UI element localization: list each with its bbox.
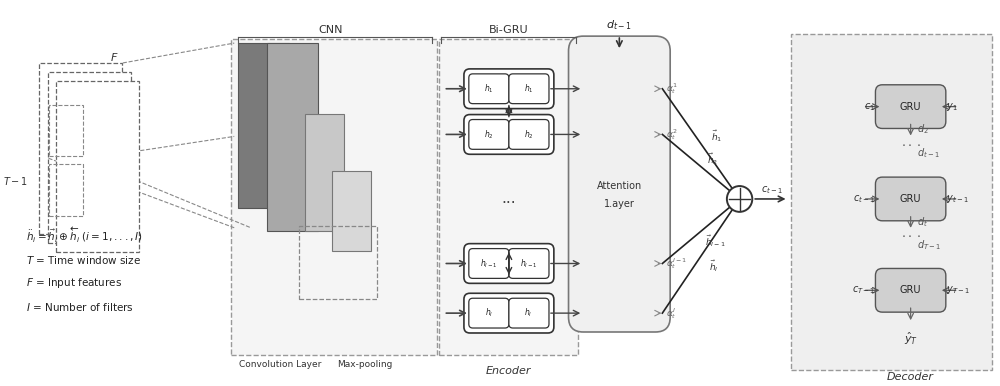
FancyBboxPatch shape bbox=[875, 177, 946, 221]
Text: $d_{t-1}$: $d_{t-1}$ bbox=[606, 18, 632, 32]
Text: $d_{T-1}$: $d_{T-1}$ bbox=[917, 238, 941, 252]
Text: $\vec{h}_1$: $\vec{h}_1$ bbox=[711, 128, 722, 144]
Bar bbox=[305, 113, 344, 231]
FancyBboxPatch shape bbox=[875, 85, 946, 129]
FancyBboxPatch shape bbox=[469, 249, 509, 278]
Text: $d_2$: $d_2$ bbox=[917, 123, 928, 136]
Text: $h_I$: $h_I$ bbox=[485, 307, 493, 319]
Text: $T-1$: $T-1$ bbox=[3, 175, 28, 187]
Text: $h_1$: $h_1$ bbox=[484, 83, 494, 95]
Text: 1.ayer: 1.ayer bbox=[604, 199, 635, 209]
Bar bbox=[39, 63, 122, 234]
Text: GRU: GRU bbox=[900, 285, 921, 295]
Text: Max-pooling: Max-pooling bbox=[338, 360, 393, 369]
FancyBboxPatch shape bbox=[469, 120, 509, 149]
FancyBboxPatch shape bbox=[469, 74, 509, 104]
Text: $h_{I-1}$: $h_{I-1}$ bbox=[520, 257, 537, 270]
FancyBboxPatch shape bbox=[509, 249, 549, 278]
Text: Attention: Attention bbox=[597, 181, 642, 191]
Text: Bi-GRU: Bi-GRU bbox=[489, 25, 529, 35]
Text: $\cdot\cdot\cdot$: $\cdot\cdot\cdot$ bbox=[901, 138, 921, 151]
Text: $\hat{y}_T$: $\hat{y}_T$ bbox=[904, 331, 918, 347]
Text: $h_{I-1}$: $h_{I-1}$ bbox=[480, 257, 498, 270]
Text: $\alpha_t^{I-1}$: $\alpha_t^{I-1}$ bbox=[666, 256, 688, 271]
Text: $\alpha_t^I$: $\alpha_t^I$ bbox=[666, 306, 677, 321]
Bar bbox=[49, 164, 83, 216]
Text: $h_2$: $h_2$ bbox=[484, 128, 494, 141]
Text: $\vec{h}_{I-1}$: $\vec{h}_{I-1}$ bbox=[705, 233, 726, 249]
Text: $c_{t-1}$: $c_{t-1}$ bbox=[761, 184, 783, 196]
Text: $h_2$: $h_2$ bbox=[524, 128, 533, 141]
FancyBboxPatch shape bbox=[464, 293, 554, 333]
FancyBboxPatch shape bbox=[464, 244, 554, 283]
Text: Encoder: Encoder bbox=[486, 366, 532, 376]
Bar bbox=[56, 81, 139, 252]
Bar bbox=[332, 171, 371, 251]
Text: $y_{T-1}$: $y_{T-1}$ bbox=[946, 284, 970, 296]
Text: GRU: GRU bbox=[900, 102, 921, 112]
Text: Convolution Layer: Convolution Layer bbox=[239, 360, 321, 369]
Text: $F$ = Input features: $F$ = Input features bbox=[26, 276, 122, 290]
FancyBboxPatch shape bbox=[464, 115, 554, 154]
Circle shape bbox=[727, 186, 752, 212]
Text: $\vec{h}_I$: $\vec{h}_I$ bbox=[709, 258, 718, 274]
Bar bbox=[267, 43, 318, 231]
Text: $I$ = Number of filters: $I$ = Number of filters bbox=[26, 301, 134, 313]
Text: $\cdot\cdot\cdot$: $\cdot\cdot\cdot$ bbox=[901, 229, 921, 242]
Bar bbox=[49, 105, 83, 156]
Text: $\ddot{h}_i = \vec{h}_i \oplus \overleftarrow{h}_i\ (i=1,...,I)$: $\ddot{h}_i = \vec{h}_i \oplus \overleft… bbox=[26, 226, 143, 245]
Text: $c_{t-1}$: $c_{t-1}$ bbox=[853, 193, 875, 205]
FancyBboxPatch shape bbox=[509, 74, 549, 104]
Text: $T$ = Time window size: $T$ = Time window size bbox=[26, 254, 141, 266]
FancyBboxPatch shape bbox=[464, 69, 554, 108]
Text: CNN: CNN bbox=[319, 25, 343, 35]
FancyBboxPatch shape bbox=[509, 298, 549, 328]
FancyBboxPatch shape bbox=[569, 36, 670, 332]
FancyBboxPatch shape bbox=[469, 298, 509, 328]
FancyBboxPatch shape bbox=[509, 120, 549, 149]
Text: $\vec{h}_2$: $\vec{h}_2$ bbox=[707, 151, 718, 167]
Bar bbox=[48, 72, 131, 243]
Text: $d_{t-1}$: $d_{t-1}$ bbox=[917, 146, 939, 160]
Bar bbox=[299, 226, 377, 299]
Text: $\alpha_t^1$: $\alpha_t^1$ bbox=[666, 81, 678, 96]
Text: $F$: $F$ bbox=[110, 51, 118, 63]
FancyBboxPatch shape bbox=[875, 268, 946, 312]
Text: $c_{T-1}$: $c_{T-1}$ bbox=[852, 284, 875, 296]
Bar bbox=[791, 34, 992, 370]
Text: $y_1$: $y_1$ bbox=[946, 101, 957, 113]
Bar bbox=[231, 39, 437, 355]
Text: $\alpha_t^2$: $\alpha_t^2$ bbox=[666, 127, 678, 142]
Text: $h_I$: $h_I$ bbox=[524, 307, 533, 319]
Text: GRU: GRU bbox=[900, 194, 921, 204]
Text: $y_{t-1}$: $y_{t-1}$ bbox=[946, 193, 969, 205]
Text: $c_1$: $c_1$ bbox=[864, 101, 875, 113]
Text: Decoder: Decoder bbox=[887, 372, 934, 382]
Text: ...: ... bbox=[502, 191, 516, 207]
Bar bbox=[439, 39, 578, 355]
Text: $d_t$: $d_t$ bbox=[917, 215, 928, 229]
Text: $h_1$: $h_1$ bbox=[524, 83, 533, 95]
Bar bbox=[238, 43, 289, 208]
